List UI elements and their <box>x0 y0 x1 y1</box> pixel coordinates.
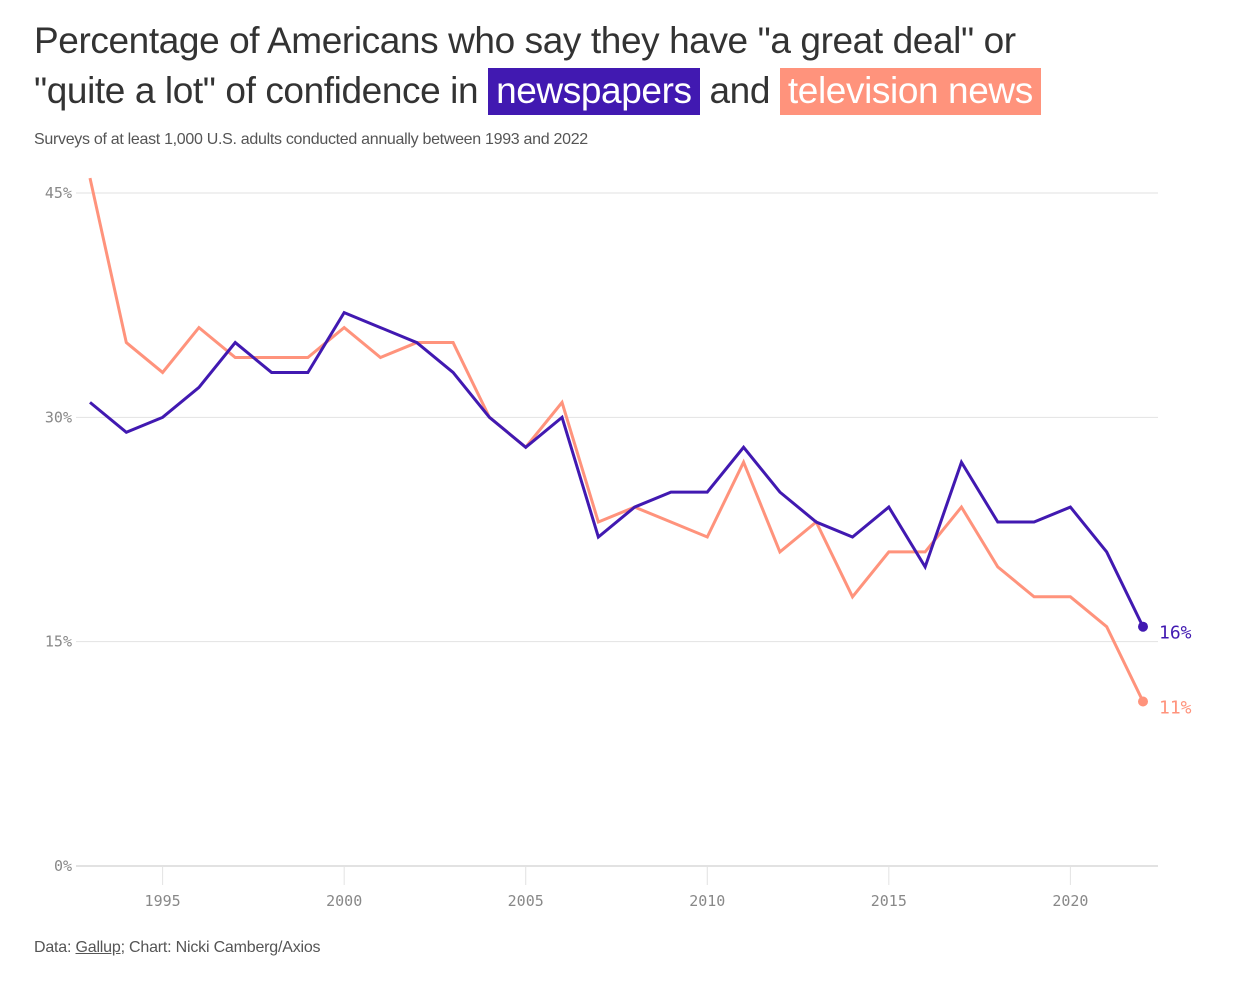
y-tick-label: 45% <box>45 184 72 202</box>
chart-subtitle: Surveys of at least 1,000 U.S. adults co… <box>34 131 588 148</box>
x-axis: 1995 2000 2005 2010 2015 2020 <box>145 867 1088 910</box>
end-point-television-news <box>1138 696 1148 707</box>
footer-chart-credit: ; Chart: Nicki Camberg/Axios <box>120 939 321 956</box>
end-labels: 11% 16% <box>1159 623 1192 719</box>
x-tick-label: 1995 <box>145 892 181 910</box>
end-label-newspapers: 16% <box>1159 623 1192 644</box>
title-connector: and <box>709 70 771 111</box>
y-tick-label: 30% <box>45 408 72 426</box>
x-tick-label: 2005 <box>508 892 544 910</box>
title-line-1: Percentage of Americans who say they hav… <box>34 20 1016 61</box>
x-tick-label: 2015 <box>871 892 907 910</box>
y-tick-label: 0% <box>54 857 72 875</box>
y-axis: 0% 15% 30% 45% <box>45 184 72 875</box>
x-tick-label: 2020 <box>1052 892 1088 910</box>
footer-data-prefix: Data: <box>34 939 76 956</box>
legend-newspapers-highlight: newspapers <box>488 68 700 115</box>
end-label-television-news: 11% <box>1159 697 1192 718</box>
series-line-television-news <box>88 177 1145 703</box>
gridlines <box>76 192 1158 867</box>
chart-footer: Data: Gallup; Chart: Nicki Camberg/Axios <box>34 939 321 957</box>
source-link-gallup[interactable]: Gallup <box>75 939 121 956</box>
title-line-2-prefix: "quite a lot" of confidence in <box>34 70 479 111</box>
x-tick-label: 2010 <box>689 892 725 910</box>
x-tick-label: 2000 <box>326 892 362 910</box>
series <box>88 177 1148 707</box>
y-tick-label: 15% <box>45 633 72 651</box>
legend-television-highlight: television news <box>779 68 1041 115</box>
end-point-newspapers <box>1138 621 1148 632</box>
series-line-newspapers <box>89 310 1145 628</box>
chart-title: Percentage of Americans who say they hav… <box>34 16 1214 116</box>
line-chart: 0% 15% 30% 45% 1995 2000 2005 2010 2015 2020 11%… <box>45 177 1192 910</box>
